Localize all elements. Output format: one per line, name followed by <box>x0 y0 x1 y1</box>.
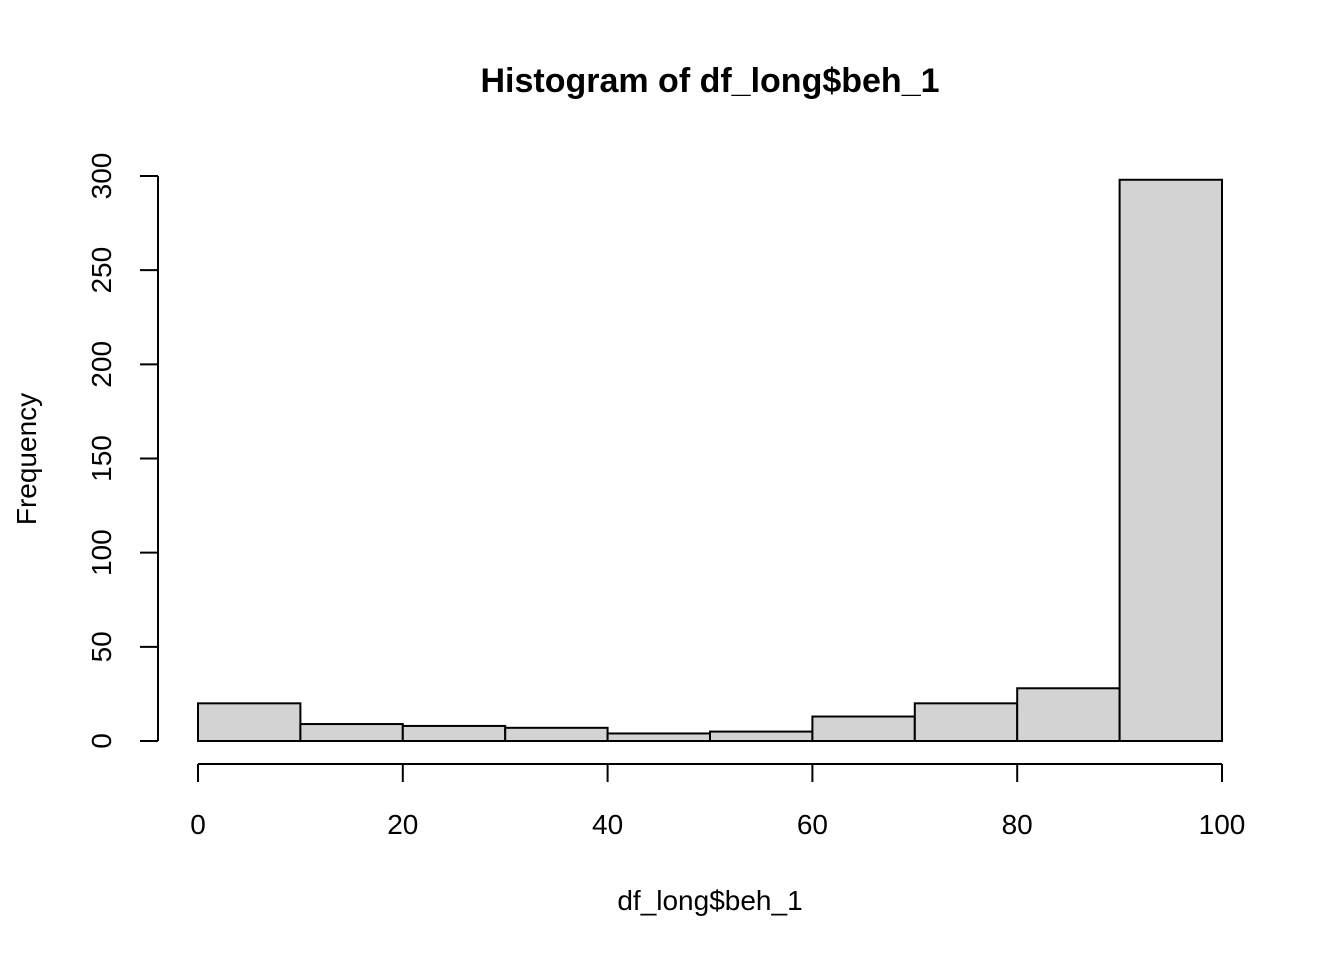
histogram-bar <box>504 726 609 742</box>
histogram-bar <box>913 702 1019 742</box>
y-tick-label: 250 <box>86 247 117 294</box>
y-axis-title: Frequency <box>11 393 42 525</box>
x-axis-title: df_long$beh_1 <box>617 885 802 916</box>
histogram-bar <box>606 732 711 743</box>
x-tick-label: 60 <box>797 809 828 840</box>
y-tick-label: 100 <box>86 529 117 576</box>
histogram-bar <box>1016 687 1121 742</box>
y-tick-label: 0 <box>86 733 117 749</box>
histogram-bar <box>299 723 404 742</box>
histogram-bar <box>811 715 916 742</box>
x-tick-label: 0 <box>190 809 206 840</box>
histogram-bar <box>709 730 814 742</box>
x-tick-label: 40 <box>592 809 623 840</box>
histogram-bar <box>401 724 507 743</box>
x-tick-label: 80 <box>1002 809 1033 840</box>
x-tick-label: 20 <box>387 809 418 840</box>
y-tick-label: 300 <box>86 153 117 200</box>
chart-title: Histogram of df_long$beh_1 <box>480 62 939 100</box>
bars-group <box>197 178 1223 743</box>
x-tick-label: 100 <box>1199 809 1246 840</box>
x-axis: 0 20 40 60 80 100 <box>190 763 1246 840</box>
y-tick-label: 200 <box>86 341 117 388</box>
y-tick-label: 50 <box>86 631 117 662</box>
histogram-bar <box>197 702 302 742</box>
histogram-bar <box>1118 178 1223 742</box>
y-axis: 0 50 100 150 200 250 300 <box>86 153 159 749</box>
y-tick-label: 150 <box>86 435 117 482</box>
